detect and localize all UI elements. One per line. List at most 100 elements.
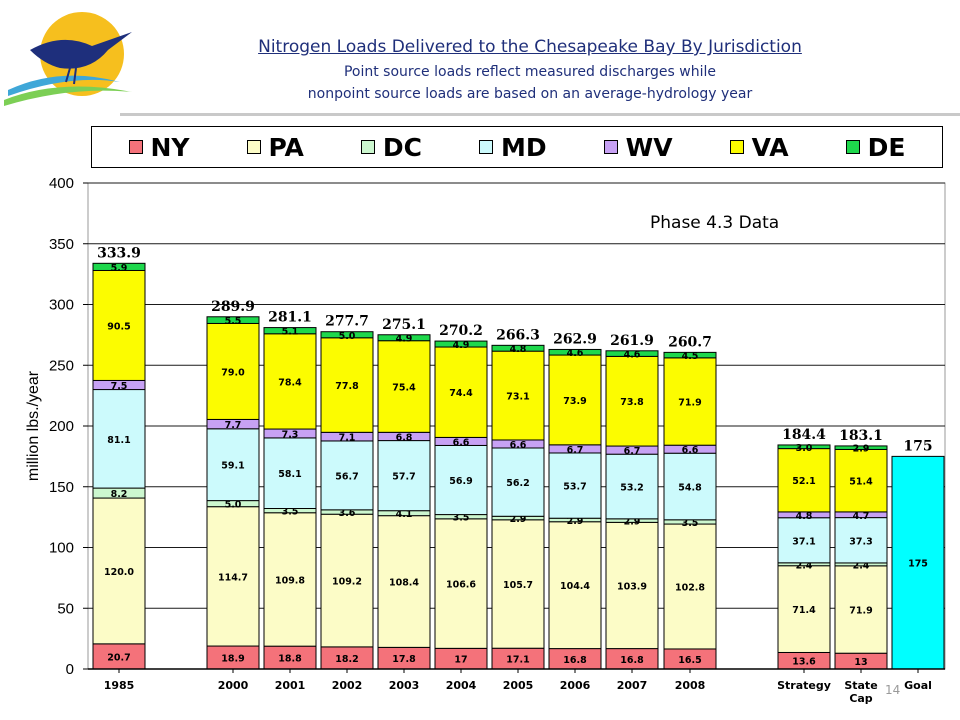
bar-segment-md-2008 [663,452,717,521]
x-tick-label-state-cap-0: State [844,679,877,692]
y-tick-label: 150 [49,479,74,496]
header-divider [120,113,960,116]
bar-segment-va-2004 [434,346,488,438]
data-label-ny-2002: 18.2 [335,654,358,665]
legend-item-md: MD [479,133,547,162]
total-label-1985: 333.9 [97,245,141,261]
total-label-2006: 262.9 [553,331,597,347]
legend-swatch-ny [128,140,143,154]
data-label-pa-2007: 103.9 [617,581,647,592]
data-label-pa-2003: 108.4 [389,578,419,589]
data-label-dc-state-cap: 2.4 [853,560,870,571]
x-tick-label-state-cap-1: Cap [849,692,872,705]
total-label-2000: 289.9 [211,299,255,315]
data-label-pa-2004: 106.6 [446,580,476,591]
chart-subtitle-line1: Point source loads reflect measured disc… [343,64,717,80]
data-label-dc-2002: 3.6 [339,508,356,519]
data-label-ny-2005: 17.1 [506,655,529,666]
data-label-va-2008: 71.9 [678,398,701,409]
data-label-pa-2005: 105.7 [503,580,533,591]
legend-item-dc: DC [360,133,422,162]
legend-item-pa: PA [246,133,304,162]
bar-segment-de-2004 [434,340,488,348]
y-tick-label: 50 [57,600,74,617]
data-label-ny-2003: 17.8 [392,654,416,665]
data-label-va-2006: 73.9 [563,396,586,407]
x-tick-label-2005: 2005 [503,679,534,692]
x-tick-label-2007: 2007 [617,679,648,692]
data-label-dc-2006: 2.9 [567,516,584,527]
data-label-md-2000: 59.1 [221,461,244,472]
data-label-ny-2004: 17 [454,655,467,666]
legend-label-ny: NY [150,132,190,162]
data-label-dc-strategy: 2.4 [796,560,813,571]
data-label-dc-2004: 3.5 [453,513,470,524]
bar-segment-va-2001 [263,333,317,430]
data-label-va-state-cap: 51.4 [849,477,873,488]
x-tick-label-2004: 2004 [446,679,477,692]
bar-segment-ny-1985 [92,643,146,670]
bar-segment-de-2005 [491,344,545,352]
y-axis-label: million lbs./year [25,370,42,481]
data-label-ny-2001: 18.8 [278,654,302,665]
data-label-pa-2008: 102.8 [675,583,705,594]
legend-swatch-wv [603,140,618,154]
data-label-dc-2001: 3.5 [282,507,299,518]
bar-segment-pa-1985 [92,497,146,645]
data-label-de-2004: 4.9 [453,340,470,351]
data-label-pa-strategy: 71.4 [792,605,816,616]
chart-annotation: Phase 4.3 Data [650,213,779,233]
chesapeake-program-logo [4,12,132,106]
bar-segment-md-2001 [263,437,317,509]
data-label-va-2002: 77.8 [335,381,359,392]
data-label-md-2006: 53.7 [563,482,586,493]
data-label-ny-state-cap: 13 [854,657,867,668]
legend-label-md: MD [501,132,547,162]
total-label-2004: 270.2 [439,323,483,339]
data-label-ny-strategy: 13.6 [792,657,816,668]
data-label-wv-state-cap: 4.7 [853,511,870,522]
data-label-dc-2000: 5.0 [225,500,242,511]
data-label-de-2006: 4.6 [567,348,584,359]
data-label-md-1985: 81.1 [107,435,130,446]
data-label-va-2000: 79.0 [221,367,245,378]
x-tick-label-1985: 1985 [104,679,135,692]
y-tick-label: 100 [49,540,74,557]
data-label-va-2007: 73.8 [620,397,644,408]
data-label-dc-2008: 3.5 [682,518,699,529]
x-tick-label-2006: 2006 [560,679,591,692]
data-label-de-2008: 4.5 [682,351,699,362]
data-label-va-2003: 75.4 [392,383,416,394]
bar-segment-pa-2000 [206,506,260,647]
legend-swatch-va [729,140,744,154]
data-label-va-2001: 78.4 [278,377,302,388]
data-label-wv-2005: 6.6 [510,440,527,451]
bar-segment-pa-2004 [434,518,488,649]
y-tick-label: 400 [49,175,74,192]
data-label-pa-2002: 109.2 [332,577,362,588]
data-label-de-2003: 4.9 [396,334,413,345]
bar-segment-va-2007 [605,355,659,447]
bar-segment-va-2006 [548,354,602,446]
data-label-wv-2001: 7.3 [282,429,299,440]
chart-legend: NY PA DC MD WV VA DE [91,126,943,168]
bar-segment-pa-state-cap [834,565,888,654]
data-label-wv-strategy: 4.8 [796,511,813,522]
data-label-pa-2006: 104.4 [560,581,590,592]
chart-title: Nitrogen Loads Delivered to the Chesapea… [258,37,802,57]
data-label-md-2004: 56.9 [449,476,472,487]
data-label-md-2001: 58.1 [278,469,301,480]
bar-segment-de-1985 [92,262,146,271]
legend-item-ny: NY [128,132,190,162]
bar-segment-md-2000 [206,428,260,502]
data-label-wv-2003: 6.8 [396,432,413,443]
y-tick-label: 200 [49,418,74,435]
bar-segment-pa-2002 [320,513,374,648]
total-label-2005: 266.3 [496,327,540,343]
legend-label-va: VA [751,132,789,162]
data-label-dc-2007: 2.9 [624,517,641,528]
data-label-ny-2000: 18.9 [221,654,244,665]
bar-segment-va-2005 [491,350,545,441]
bar-segment-pa-2006 [548,521,602,650]
